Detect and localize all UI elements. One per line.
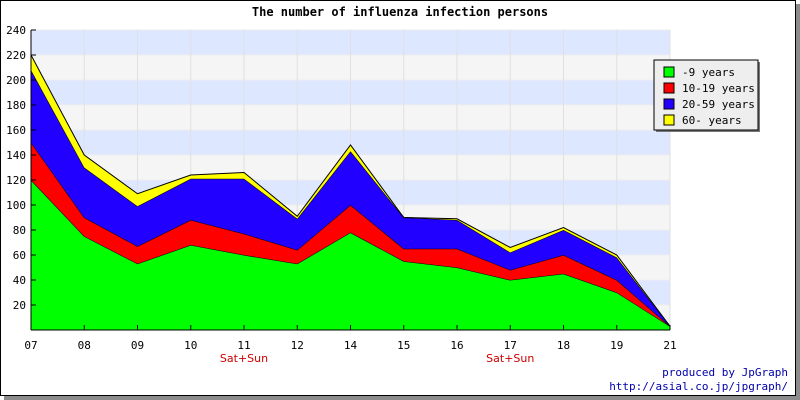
credit-url[interactable]: http://asial.co.jp/jpgraph/ [609,380,788,393]
y-tick-label: 160 [6,124,26,137]
x-tick-label: 12 [291,339,304,352]
credit: produced by JpGraph http://asial.co.jp/j… [609,366,788,394]
legend: -9 years 10-19 years 20-59 years 60- years [653,59,760,132]
legend-label: 10-19 years [682,82,755,95]
x-tick-label: 08 [78,339,91,352]
y-tick-label: 20 [13,299,26,312]
legend-label: 20-59 years [682,98,755,111]
legend-label: 60- years [682,114,742,127]
series-area-4 [31,55,670,327]
y-tick-label: 220 [6,49,26,62]
x-tick-label: 21 [663,339,676,352]
series-area-3 [31,70,670,327]
x-tick-label: 10 [184,339,197,352]
y-tick-label: 60 [13,249,26,262]
series-area-1 [31,180,670,330]
x-tick-label: 14 [344,339,358,352]
y-tick-label: 40 [13,274,26,287]
chart-title: The number of influenza infection person… [252,5,548,19]
y-tick-label: 140 [6,149,26,162]
x-tick-label: 09 [131,339,144,352]
legend-swatch [663,82,675,94]
x-tick-label: 19 [610,339,623,352]
x-tick-label: 18 [557,339,570,352]
x-sublabel: Sat+Sun [486,352,534,365]
y-tick-label: 240 [6,24,26,37]
y-tick-label: 100 [6,199,26,212]
y-tick-label: 80 [13,224,26,237]
axes: 20 40 60 80 100 120 140 160 180 200 220 240 07 08 09 10… [6,24,677,365]
legend-swatch [663,114,675,126]
x-tick-label: 07 [24,339,37,352]
y-tick-label: 180 [6,99,26,112]
y-tick-label: 200 [6,74,26,87]
legend-swatch [663,98,675,110]
x-tick-label: 17 [504,339,517,352]
y-tick-label: 120 [6,174,26,187]
legend-swatch [663,66,675,78]
x-tick-label: 16 [450,339,463,352]
x-tick-label: 15 [397,339,410,352]
x-sublabel: Sat+Sun [220,352,268,365]
legend-label: -9 years [682,66,735,79]
stacked-areas [30,54,671,330]
credit-produced-by: produced by JpGraph [662,366,788,379]
series-line-4 [30,54,671,327]
x-tick-label: 11 [237,339,250,352]
